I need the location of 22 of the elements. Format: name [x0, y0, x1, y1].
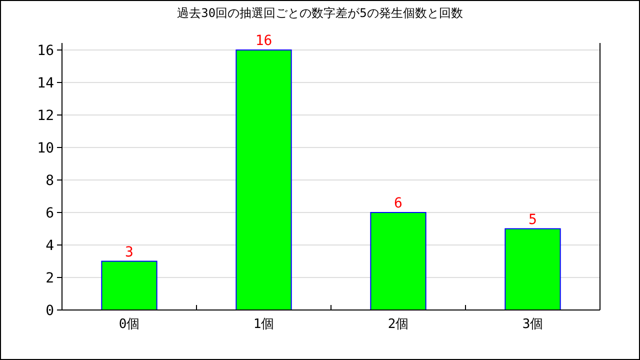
y-tick-label: 2	[46, 270, 54, 286]
data-label: 6	[394, 196, 402, 212]
y-tick-label: 16	[37, 43, 54, 59]
data-label: 5	[528, 212, 537, 228]
bar	[101, 260, 158, 310]
x-tick-label: 3個	[522, 317, 544, 332]
data-label: 3	[125, 244, 134, 260]
y-tick-label: 0	[46, 303, 54, 319]
chart-title: 過去30回の抽選回ごとの数字差が5の発生個数と回数	[177, 6, 463, 20]
x-tick-label: 0個	[118, 317, 140, 332]
y-tick-label: 14	[37, 76, 54, 92]
bar	[236, 50, 292, 310]
y-tick-label: 6	[46, 206, 54, 222]
bar	[370, 212, 426, 310]
y-tick-label: 10	[37, 140, 54, 156]
bar	[504, 228, 561, 310]
y-tick-label: 12	[37, 108, 54, 124]
x-tick-label: 1個	[253, 317, 274, 332]
y-tick-label: 4	[46, 238, 54, 254]
data-label: 16	[255, 33, 272, 49]
x-tick-label: 2個	[388, 317, 409, 332]
y-tick-label: 8	[46, 173, 54, 189]
